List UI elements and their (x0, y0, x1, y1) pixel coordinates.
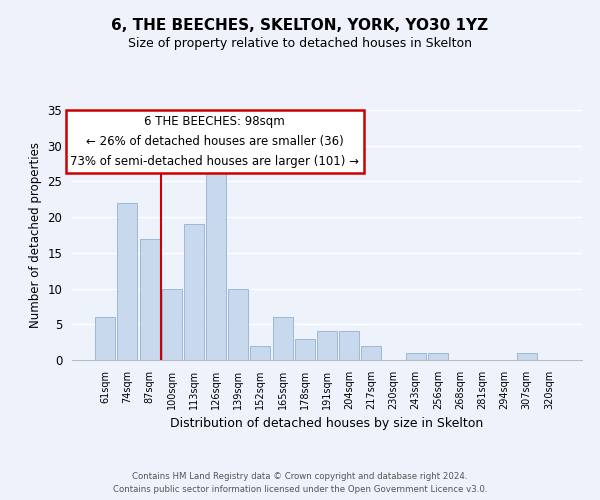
Text: 6 THE BEECHES: 98sqm
← 26% of detached houses are smaller (36)
73% of semi-detac: 6 THE BEECHES: 98sqm ← 26% of detached h… (70, 115, 359, 168)
Bar (250, 346, 271, 360)
Text: 6, THE BEECHES, SKELTON, YORK, YO30 1YZ: 6, THE BEECHES, SKELTON, YORK, YO30 1YZ (112, 18, 488, 32)
Bar (162, 288, 182, 360)
Bar (140, 238, 160, 360)
Bar (406, 353, 426, 360)
Text: Size of property relative to detached houses in Skelton: Size of property relative to detached ho… (128, 38, 472, 51)
Y-axis label: Number of detached properties: Number of detached properties (29, 142, 42, 328)
Bar (361, 346, 382, 360)
X-axis label: Distribution of detached houses by size in Skelton: Distribution of detached houses by size … (170, 418, 484, 430)
Bar (517, 353, 536, 360)
Bar (228, 288, 248, 360)
Bar (317, 332, 337, 360)
Bar (295, 338, 315, 360)
Bar (206, 167, 226, 360)
Text: Contains public sector information licensed under the Open Government Licence v3: Contains public sector information licen… (113, 485, 487, 494)
Text: Contains HM Land Registry data © Crown copyright and database right 2024.: Contains HM Land Registry data © Crown c… (132, 472, 468, 481)
Bar (428, 353, 448, 360)
Bar (272, 317, 293, 360)
Bar (184, 224, 204, 360)
Bar (95, 317, 115, 360)
Bar (339, 332, 359, 360)
Bar (118, 203, 137, 360)
